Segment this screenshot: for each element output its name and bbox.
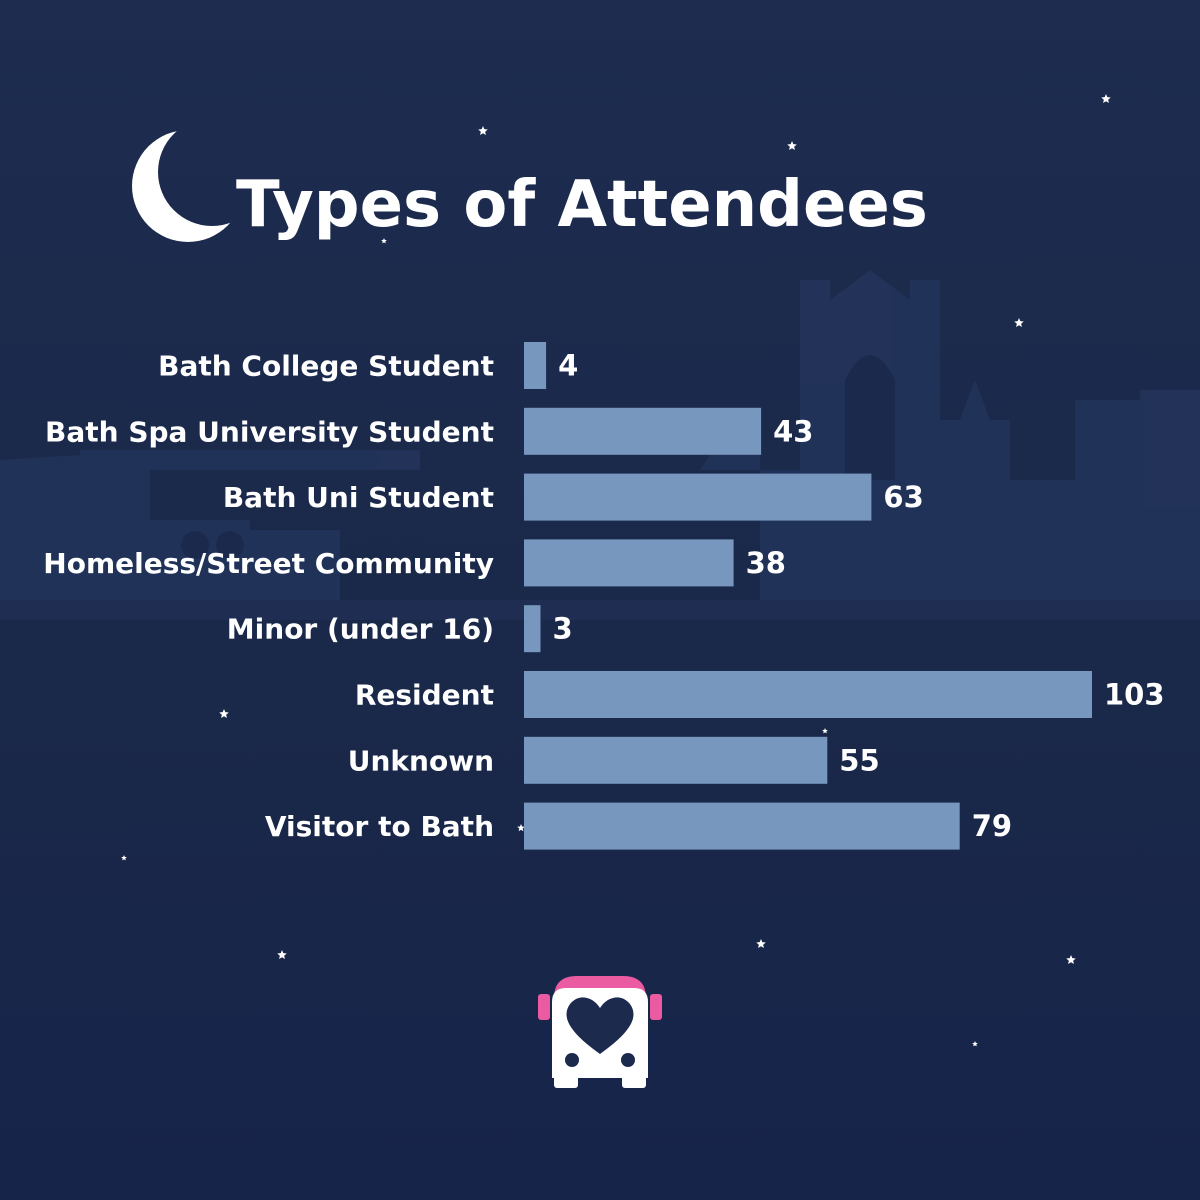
star-icon — [219, 709, 229, 719]
page-title: Types of Attendees — [236, 168, 928, 242]
category-label: Bath Uni Student — [223, 481, 494, 514]
bar — [524, 671, 1092, 718]
crescent-moon-icon — [132, 130, 240, 242]
star-icon — [756, 939, 766, 949]
category-label: Unknown — [348, 744, 494, 777]
star-icon — [1014, 318, 1024, 328]
category-label: Visitor to Bath — [265, 810, 494, 843]
star-icon — [822, 728, 828, 734]
bar — [524, 605, 541, 653]
value-label: 79 — [972, 809, 1012, 843]
category-label: Minor (under 16) — [227, 613, 494, 646]
star-icon — [478, 126, 488, 136]
star-icon — [277, 950, 287, 960]
star-icon — [787, 141, 797, 151]
value-label: 43 — [773, 414, 813, 448]
star-icon — [1066, 955, 1076, 965]
category-label: Resident — [355, 679, 494, 712]
star-icon — [517, 824, 525, 832]
bar — [524, 342, 547, 389]
star-icon — [972, 1041, 978, 1047]
value-label: 4 — [558, 349, 578, 383]
value-label: 103 — [1104, 678, 1165, 712]
star-icon — [121, 855, 127, 861]
bus-heart-logo-icon — [538, 976, 662, 1088]
value-label: 55 — [839, 743, 879, 777]
bar — [524, 802, 960, 850]
value-label: 38 — [746, 546, 786, 580]
bar — [524, 539, 734, 587]
value-label: 3 — [553, 612, 573, 646]
category-label: Homeless/Street Community — [43, 547, 494, 580]
bar — [524, 736, 828, 784]
value-label: 63 — [883, 480, 923, 514]
bar — [524, 473, 872, 521]
category-label: Bath College Student — [158, 350, 494, 383]
bar — [524, 407, 762, 455]
star-icon — [1101, 94, 1111, 104]
star-icon — [381, 238, 387, 244]
category-label: Bath Spa University Student — [45, 415, 494, 448]
